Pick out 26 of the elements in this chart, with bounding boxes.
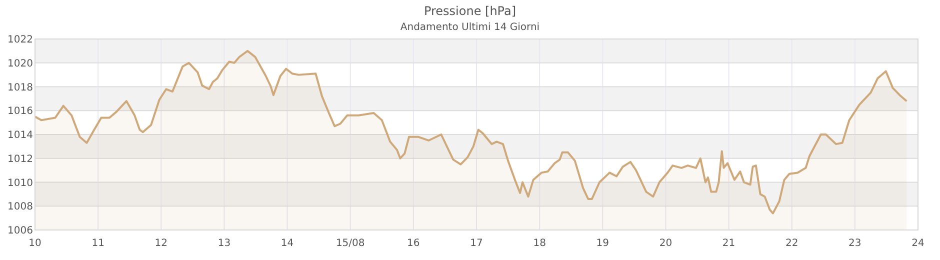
y-tick-label: 1008 bbox=[8, 202, 33, 213]
y-tick-label: 1022 bbox=[8, 34, 33, 46]
y-tick-label: 1012 bbox=[8, 154, 33, 165]
x-tick-label: 12 bbox=[154, 238, 168, 249]
y-tick-label: 1020 bbox=[8, 58, 33, 70]
x-tick-label: 11 bbox=[92, 238, 104, 249]
x-tick-label: 20 bbox=[659, 238, 672, 249]
y-tick-label: 1006 bbox=[8, 226, 33, 236]
x-tick-label: 19 bbox=[596, 238, 610, 249]
x-tick-label: 17 bbox=[470, 238, 483, 249]
x-tick-label: 23 bbox=[848, 238, 862, 249]
x-tick-label: 14 bbox=[280, 238, 294, 249]
x-tick-label: 10 bbox=[28, 238, 42, 249]
y-tick-label: 1018 bbox=[8, 82, 33, 94]
y-tick-label: 1014 bbox=[8, 130, 33, 141]
chart-title: Pressione [hPa] bbox=[424, 4, 516, 18]
x-tick-label: 24 bbox=[912, 238, 924, 249]
x-tick-label: 15/08 bbox=[336, 238, 365, 249]
x-tick-label: 21 bbox=[722, 238, 736, 249]
y-tick-label: 1016 bbox=[8, 106, 33, 118]
y-tick-label: 1010 bbox=[8, 178, 33, 189]
x-tick-label: 18 bbox=[533, 238, 546, 249]
x-tick-label: 22 bbox=[785, 238, 798, 249]
x-tick-label: 13 bbox=[218, 238, 231, 249]
chart-subtitle: Andamento Ultimi 14 Giorni bbox=[400, 22, 540, 33]
x-tick-label: 16 bbox=[407, 238, 420, 249]
